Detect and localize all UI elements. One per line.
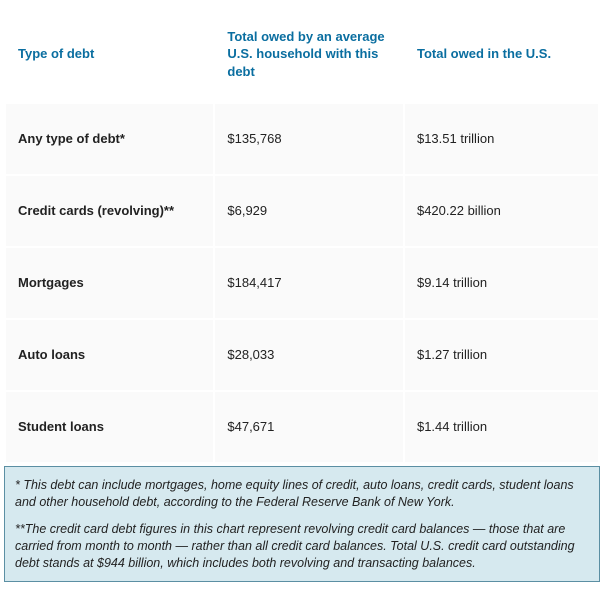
cell-household: $184,417 (215, 248, 403, 318)
cell-us-total: $9.14 trillion (405, 248, 598, 318)
cell-us-total: $1.44 trillion (405, 392, 598, 462)
col-header-us-total: Total owed in the U.S. (405, 6, 598, 102)
cell-type: Auto loans (6, 320, 213, 390)
cell-type: Student loans (6, 392, 213, 462)
col-header-household: Total owed by an average U.S. household … (215, 6, 403, 102)
table-row: Any type of debt* $135,768 $13.51 trilli… (6, 104, 598, 174)
cell-us-total: $13.51 trillion (405, 104, 598, 174)
cell-type: Mortgages (6, 248, 213, 318)
cell-household: $28,033 (215, 320, 403, 390)
table-row: Credit cards (revolving)** $6,929 $420.2… (6, 176, 598, 246)
table-header-row: Type of debt Total owed by an average U.… (6, 6, 598, 102)
footnotes-panel: * This debt can include mortgages, home … (4, 466, 600, 582)
cell-us-total: $1.27 trillion (405, 320, 598, 390)
cell-us-total: $420.22 billion (405, 176, 598, 246)
cell-household: $47,671 (215, 392, 403, 462)
cell-type: Any type of debt* (6, 104, 213, 174)
footnote-1: * This debt can include mortgages, home … (15, 477, 589, 511)
cell-household: $135,768 (215, 104, 403, 174)
footnote-2: **The credit card debt figures in this c… (15, 521, 589, 572)
debt-table: Type of debt Total owed by an average U.… (4, 4, 600, 464)
table-row: Student loans $47,671 $1.44 trillion (6, 392, 598, 462)
table-row: Auto loans $28,033 $1.27 trillion (6, 320, 598, 390)
cell-type: Credit cards (revolving)** (6, 176, 213, 246)
cell-household: $6,929 (215, 176, 403, 246)
col-header-type: Type of debt (6, 6, 213, 102)
table-row: Mortgages $184,417 $9.14 trillion (6, 248, 598, 318)
